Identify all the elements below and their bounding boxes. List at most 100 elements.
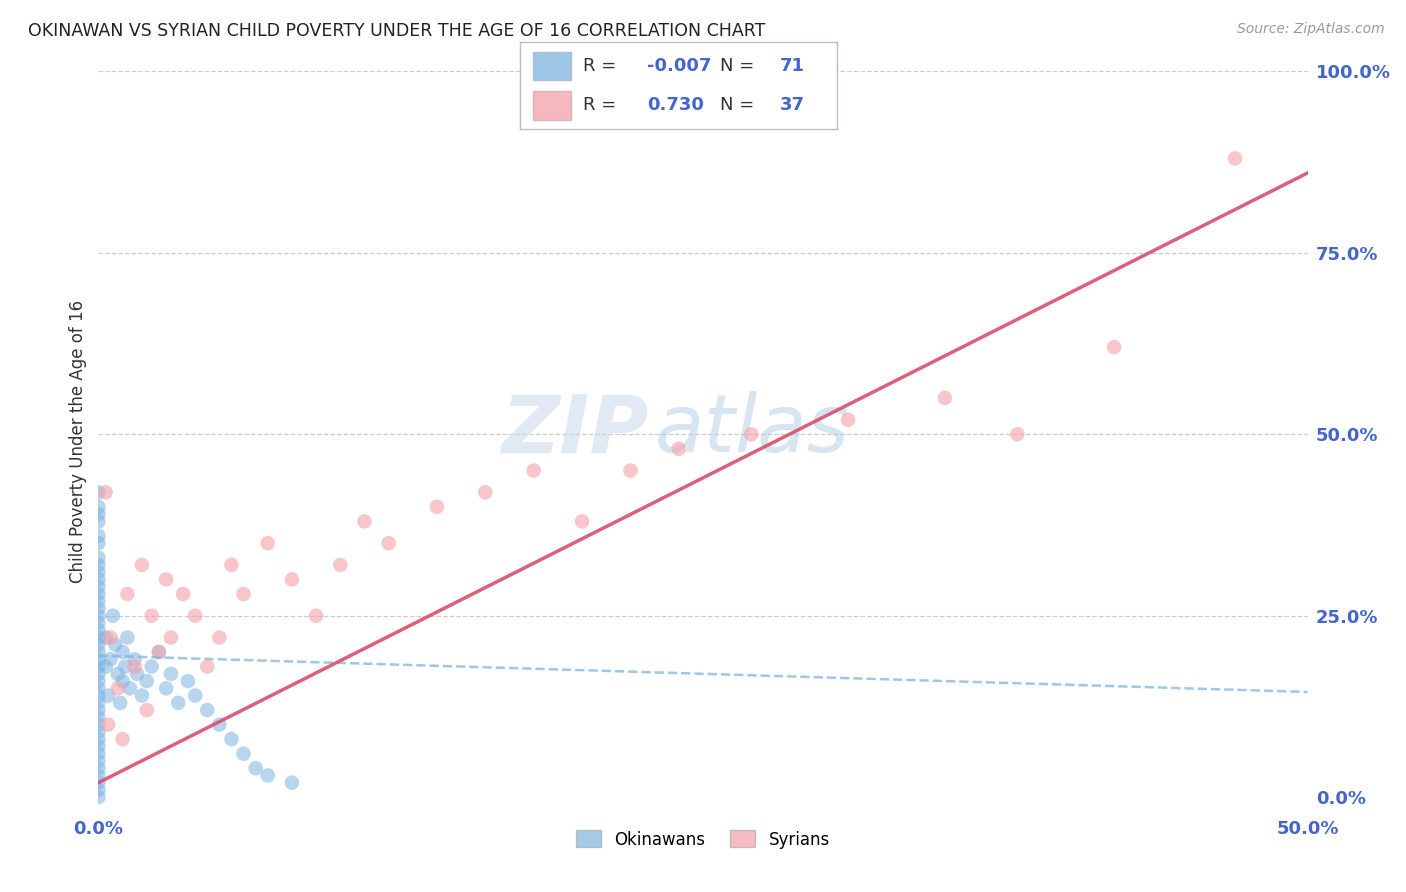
Point (135, 703, 157, 717)
Point (97, 689, 120, 703)
Point (87, 703, 110, 717)
Text: 71: 71 (779, 57, 804, 75)
Point (107, 666, 129, 681)
Point (184, 689, 207, 703)
Point (124, 659, 146, 673)
Text: -0.007: -0.007 (647, 57, 711, 75)
Point (87, 638, 110, 652)
Text: R =: R = (583, 57, 623, 75)
Point (97, 717, 120, 731)
Text: ZIP: ZIP (501, 392, 648, 469)
Point (148, 645, 170, 659)
Point (245, 761, 267, 775)
Point (101, 608, 124, 623)
Point (87, 485, 110, 500)
Point (87, 739, 110, 754)
Point (94, 485, 117, 500)
Point (1223, 152, 1246, 166)
Point (87, 558, 110, 572)
Point (87, 631, 110, 645)
Point (195, 659, 218, 673)
Point (167, 696, 190, 710)
Point (221, 558, 243, 572)
Point (104, 638, 127, 652)
Point (87, 529, 110, 543)
Point (184, 608, 207, 623)
Point (118, 681, 141, 696)
Point (135, 674, 157, 689)
Point (87, 681, 110, 696)
Point (87, 587, 110, 601)
Legend: Okinawans, Syrians: Okinawans, Syrians (569, 823, 837, 855)
Point (232, 747, 254, 761)
Point (141, 608, 163, 623)
Point (281, 573, 304, 587)
Point (377, 536, 399, 550)
Point (87, 783, 110, 797)
Point (100, 631, 122, 645)
Bar (533, 52, 571, 80)
Point (155, 573, 177, 587)
Point (87, 645, 110, 659)
Point (474, 485, 496, 500)
Point (668, 442, 690, 456)
Text: N =: N = (720, 96, 759, 114)
Text: 37: 37 (779, 96, 804, 114)
Point (87, 724, 110, 739)
Point (87, 594, 110, 608)
Point (353, 515, 375, 529)
Point (87, 573, 110, 587)
Point (94, 659, 117, 673)
Text: R =: R = (583, 96, 628, 114)
Point (160, 666, 183, 681)
Point (87, 689, 110, 703)
Point (107, 681, 129, 696)
Point (256, 536, 278, 550)
Point (571, 515, 593, 529)
Text: 0.730: 0.730 (647, 96, 703, 114)
Point (426, 500, 449, 514)
Point (619, 464, 641, 478)
Point (87, 790, 110, 805)
Point (87, 565, 110, 579)
Y-axis label: Child Poverty Under the Age of 16: Child Poverty Under the Age of 16 (69, 300, 87, 583)
Point (127, 666, 149, 681)
Point (232, 587, 254, 601)
Point (221, 732, 243, 747)
Point (131, 689, 153, 703)
Point (837, 413, 859, 427)
Point (87, 652, 110, 666)
Point (208, 717, 231, 731)
Point (740, 427, 762, 442)
Point (111, 732, 134, 747)
Point (256, 768, 278, 782)
Point (172, 587, 194, 601)
Point (87, 550, 110, 565)
Point (141, 659, 163, 673)
Text: N =: N = (720, 57, 759, 75)
Text: Source: ZipAtlas.com: Source: ZipAtlas.com (1237, 22, 1385, 37)
Point (87, 624, 110, 638)
Point (329, 558, 352, 572)
Point (114, 659, 136, 673)
Point (934, 391, 956, 405)
Point (117, 631, 139, 645)
Point (177, 674, 200, 689)
Point (117, 587, 139, 601)
Bar (533, 91, 571, 120)
Point (87, 717, 110, 731)
Point (87, 500, 110, 514)
Text: OKINAWAN VS SYRIAN CHILD POVERTY UNDER THE AGE OF 16 CORRELATION CHART: OKINAWAN VS SYRIAN CHILD POVERTY UNDER T… (28, 22, 765, 40)
Point (87, 666, 110, 681)
Point (87, 507, 110, 521)
Point (87, 754, 110, 768)
Point (148, 645, 170, 659)
Point (111, 645, 134, 659)
Point (208, 631, 231, 645)
Text: atlas: atlas (655, 392, 849, 469)
Point (1102, 340, 1125, 354)
Point (100, 652, 122, 666)
Point (87, 608, 110, 623)
Point (87, 732, 110, 747)
Point (111, 674, 134, 689)
